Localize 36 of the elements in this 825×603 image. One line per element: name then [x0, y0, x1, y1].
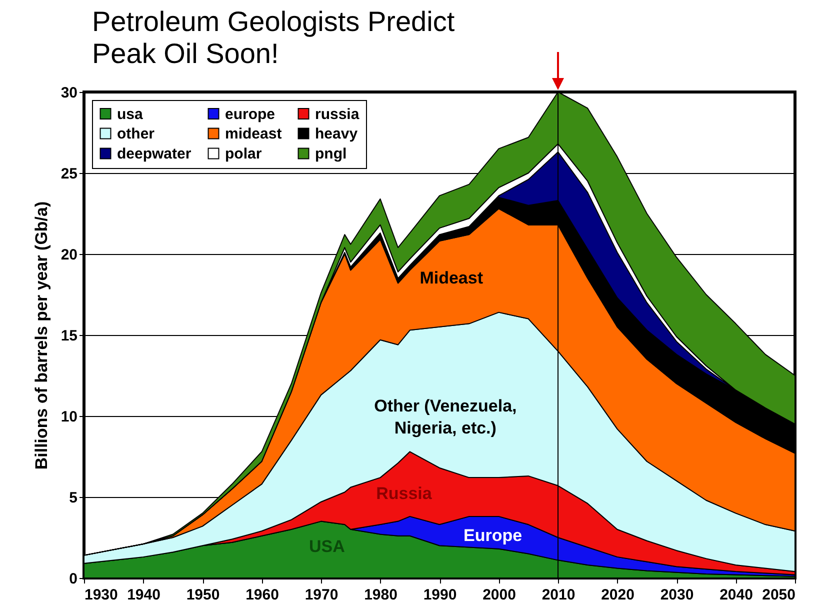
x-tick-label: 1930 [84, 586, 118, 603]
x-tick-label: 1940 [127, 586, 160, 603]
legend-label: heavy [315, 126, 358, 142]
y-tick-label: 30 [60, 84, 78, 102]
y-tick-label: 0 [69, 570, 78, 588]
y-tick-label: 20 [60, 246, 78, 264]
annotation: Europe [464, 526, 522, 545]
y-tick-label: 15 [60, 328, 78, 344]
x-tick-label: 2040 [720, 586, 753, 603]
annotation: USA [308, 537, 345, 556]
legend-label: pngl [315, 146, 347, 162]
y-tick-label: 10 [60, 408, 78, 426]
legend-label: polar [225, 146, 262, 162]
legend-label: mideast [225, 126, 282, 142]
x-tick-label: 1970 [304, 586, 338, 603]
legend-label: usa [117, 106, 144, 123]
x-tick-label: 2010 [542, 586, 576, 603]
y-axis-title: Billions of barrels per year (Gb/a) [32, 201, 51, 470]
chart-title: Petroleum Geologists Predict Peak Oil Soon! [92, 6, 456, 70]
x-tick-label: 1990 [423, 586, 457, 603]
legend-label: russia [315, 106, 360, 123]
x-tick-label: 2020 [601, 586, 634, 603]
annotation: Other (Venezuela, Nigeria, etc.) [374, 396, 517, 438]
legend-label: europe [225, 106, 276, 123]
x-tick-label: 2050 [762, 586, 796, 603]
x-tick-label: 2030 [660, 586, 694, 603]
annotation: Mideast [420, 268, 484, 288]
x-tick-label: 2000 [482, 586, 516, 603]
y-tick-label: 5 [69, 490, 78, 506]
x-tick-label: 1980 [364, 586, 398, 603]
x-tick-label: 1960 [246, 586, 279, 603]
y-tick-label: 25 [60, 166, 78, 182]
x-tick-label: 1950 [186, 586, 220, 603]
annotation: Russia [376, 484, 432, 503]
legend-label: deepwater [117, 146, 192, 162]
legend-label: other [117, 126, 155, 142]
